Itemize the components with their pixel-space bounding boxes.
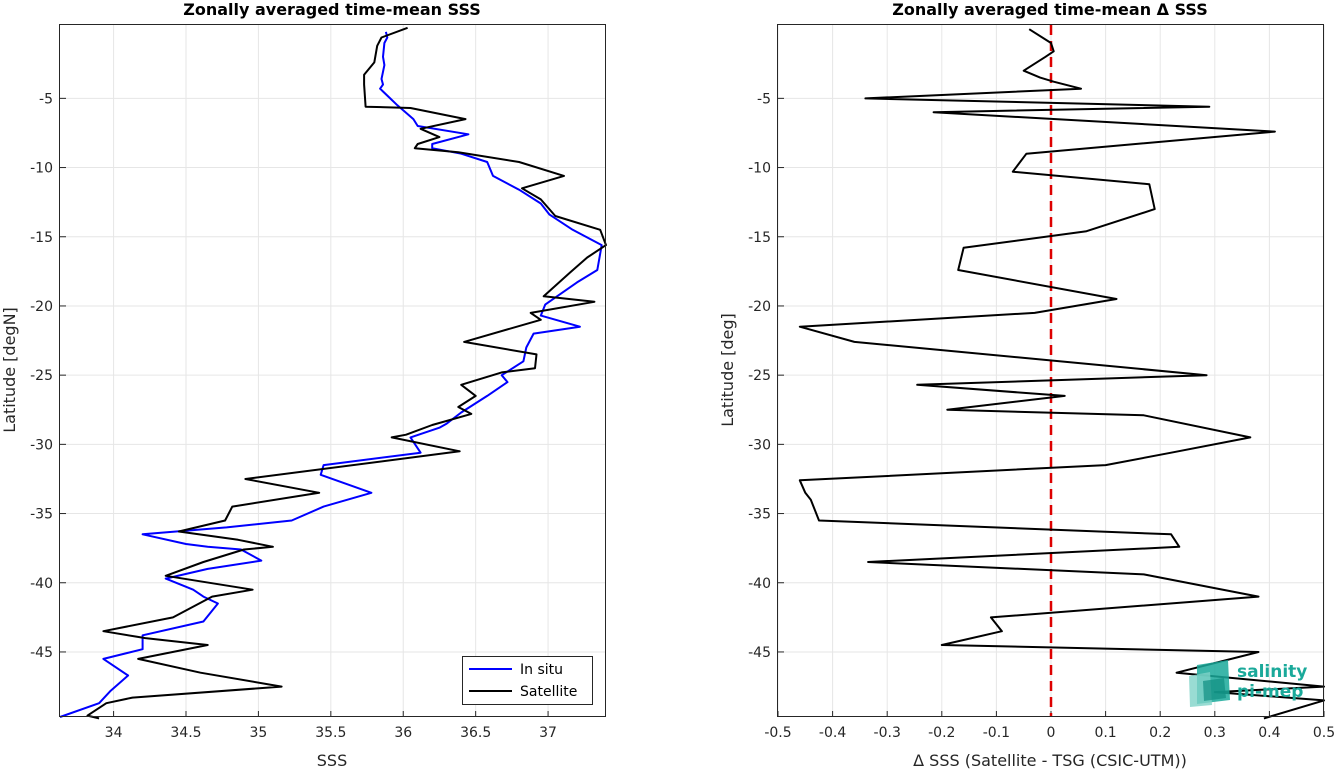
- salinity-pi-mep-logo: salinity pi-mep: [1189, 660, 1307, 707]
- sss-panel: Zonally averaged time-mean SSS 34 34.5 35 3…: [0, 0, 607, 769]
- y-tick-label: -20: [748, 299, 771, 315]
- x-tick-label: 36.5: [460, 725, 491, 741]
- left-x-axis-label: SSS: [317, 751, 347, 769]
- legend: In situ Satellite: [462, 656, 593, 705]
- x-tick-label: 35: [249, 725, 267, 741]
- series-line-delta: [798, 28, 1325, 720]
- y-tick-label: -35: [30, 507, 53, 523]
- x-tick-label: -0.2: [928, 725, 955, 741]
- delta-sss-panel: Zonally averaged time-mean Δ SSS -0.5 -0.…: [718, 0, 1335, 769]
- globe-logo-icon: [1189, 660, 1230, 707]
- logo-line2: pi-mep: [1237, 682, 1303, 702]
- x-tick-label: 0.3: [1204, 725, 1226, 741]
- left-series-group: [59, 26, 607, 720]
- right-chart-title: Zonally averaged time-mean Δ SSS: [892, 0, 1208, 19]
- legend-label-in-situ: In situ: [520, 662, 563, 678]
- x-tick-label: 35.5: [315, 725, 346, 741]
- series-line-in-situ: [59, 31, 603, 718]
- y-tick-label: -10: [30, 161, 53, 177]
- y-tick-label: -25: [748, 368, 771, 384]
- y-tick-label: -25: [30, 368, 53, 384]
- y-tick-label: -40: [748, 576, 771, 592]
- logo-line1: salinity: [1237, 662, 1307, 682]
- series-line-satellite: [86, 26, 607, 720]
- left-tick-labels: 34 34.5 35 35.5 36 36.5 37 -5 -10 -15 -20 -25 -30 -35…: [30, 91, 557, 741]
- y-tick-label: -30: [30, 437, 53, 453]
- x-tick-label: 37: [539, 725, 557, 741]
- left-y-axis-label: Latitude [degN]: [0, 307, 19, 433]
- left-axes-frame: [59, 24, 606, 717]
- x-tick-label: 0: [1047, 725, 1056, 741]
- left-chart-title: Zonally averaged time-mean SSS: [183, 0, 481, 19]
- right-tick-labels: -0.5 -0.4 -0.3 -0.2 -0.1 0 0.1 0.2 0.3 0.4 0.5 -5 -1…: [748, 91, 1335, 741]
- legend-label-satellite: Satellite: [520, 684, 577, 700]
- y-tick-label: -20: [30, 299, 53, 315]
- right-x-axis-label: Δ SSS (Satellite - TSG (CSIC-UTM)): [913, 751, 1187, 769]
- x-tick-label: 34.5: [170, 725, 201, 741]
- y-tick-label: -10: [748, 161, 771, 177]
- x-tick-label: 0.5: [1313, 725, 1335, 741]
- x-tick-label: -0.3: [874, 725, 901, 741]
- y-tick-label: -5: [39, 91, 53, 107]
- x-tick-label: 36: [394, 725, 412, 741]
- y-tick-label: -5: [757, 91, 771, 107]
- left-grid: [60, 25, 606, 717]
- x-tick-label: -0.4: [819, 725, 846, 741]
- y-tick-label: -15: [748, 230, 771, 246]
- y-tick-label: -45: [30, 645, 53, 661]
- y-tick-label: -40: [30, 576, 53, 592]
- right-series-group: [798, 25, 1325, 720]
- y-tick-label: -45: [748, 645, 771, 661]
- right-y-axis-label: Latitude [deg]: [718, 313, 737, 427]
- y-tick-label: -35: [748, 507, 771, 523]
- y-tick-label: -15: [30, 230, 53, 246]
- x-tick-label: -0.5: [764, 725, 791, 741]
- legend-box: [462, 656, 593, 705]
- x-tick-label: 0.1: [1094, 725, 1116, 741]
- x-tick-label: 0.2: [1149, 725, 1171, 741]
- x-tick-label: -0.1: [983, 725, 1010, 741]
- x-tick-label: 0.4: [1258, 725, 1280, 741]
- right-axes-frame: [777, 24, 1324, 717]
- x-tick-label: 34: [105, 725, 123, 741]
- y-tick-label: -30: [748, 437, 771, 453]
